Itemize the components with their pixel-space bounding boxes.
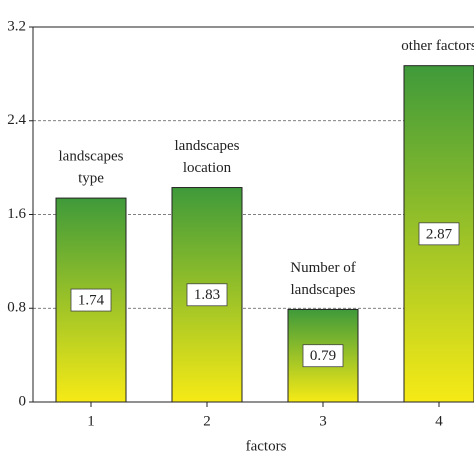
annotation: landscapes — [59, 149, 124, 165]
value-label: 1.83 — [194, 287, 220, 303]
x-tick-label: 3 — [319, 413, 327, 429]
value-label: 0.79 — [310, 348, 336, 364]
value-label-box — [418, 222, 460, 246]
x-tick-label: 2 — [203, 413, 211, 429]
annotation: landscapes — [175, 138, 240, 154]
y-tick-label: 0 — [19, 393, 27, 409]
value-label: 1.74 — [78, 292, 105, 308]
value-label-box — [302, 344, 344, 368]
value-label: 2.87 — [426, 226, 453, 242]
annotation: type — [78, 171, 104, 187]
value-label-box — [70, 288, 112, 312]
x-axis-label: factors — [246, 438, 287, 454]
x-tick-label: 1 — [87, 413, 95, 429]
annotation: landscapes — [291, 282, 356, 298]
y-tick-label: 0.8 — [7, 300, 26, 316]
value-label-box — [186, 283, 228, 307]
annotation: Number of — [290, 260, 355, 276]
y-tick-label: 2.4 — [7, 112, 26, 128]
y-tick-label: 1.6 — [7, 206, 26, 222]
annotation: location — [183, 160, 232, 176]
y-tick-label: 3.2 — [7, 18, 26, 34]
annotation: other factors — [401, 38, 474, 54]
x-tick-label: 4 — [435, 413, 443, 429]
